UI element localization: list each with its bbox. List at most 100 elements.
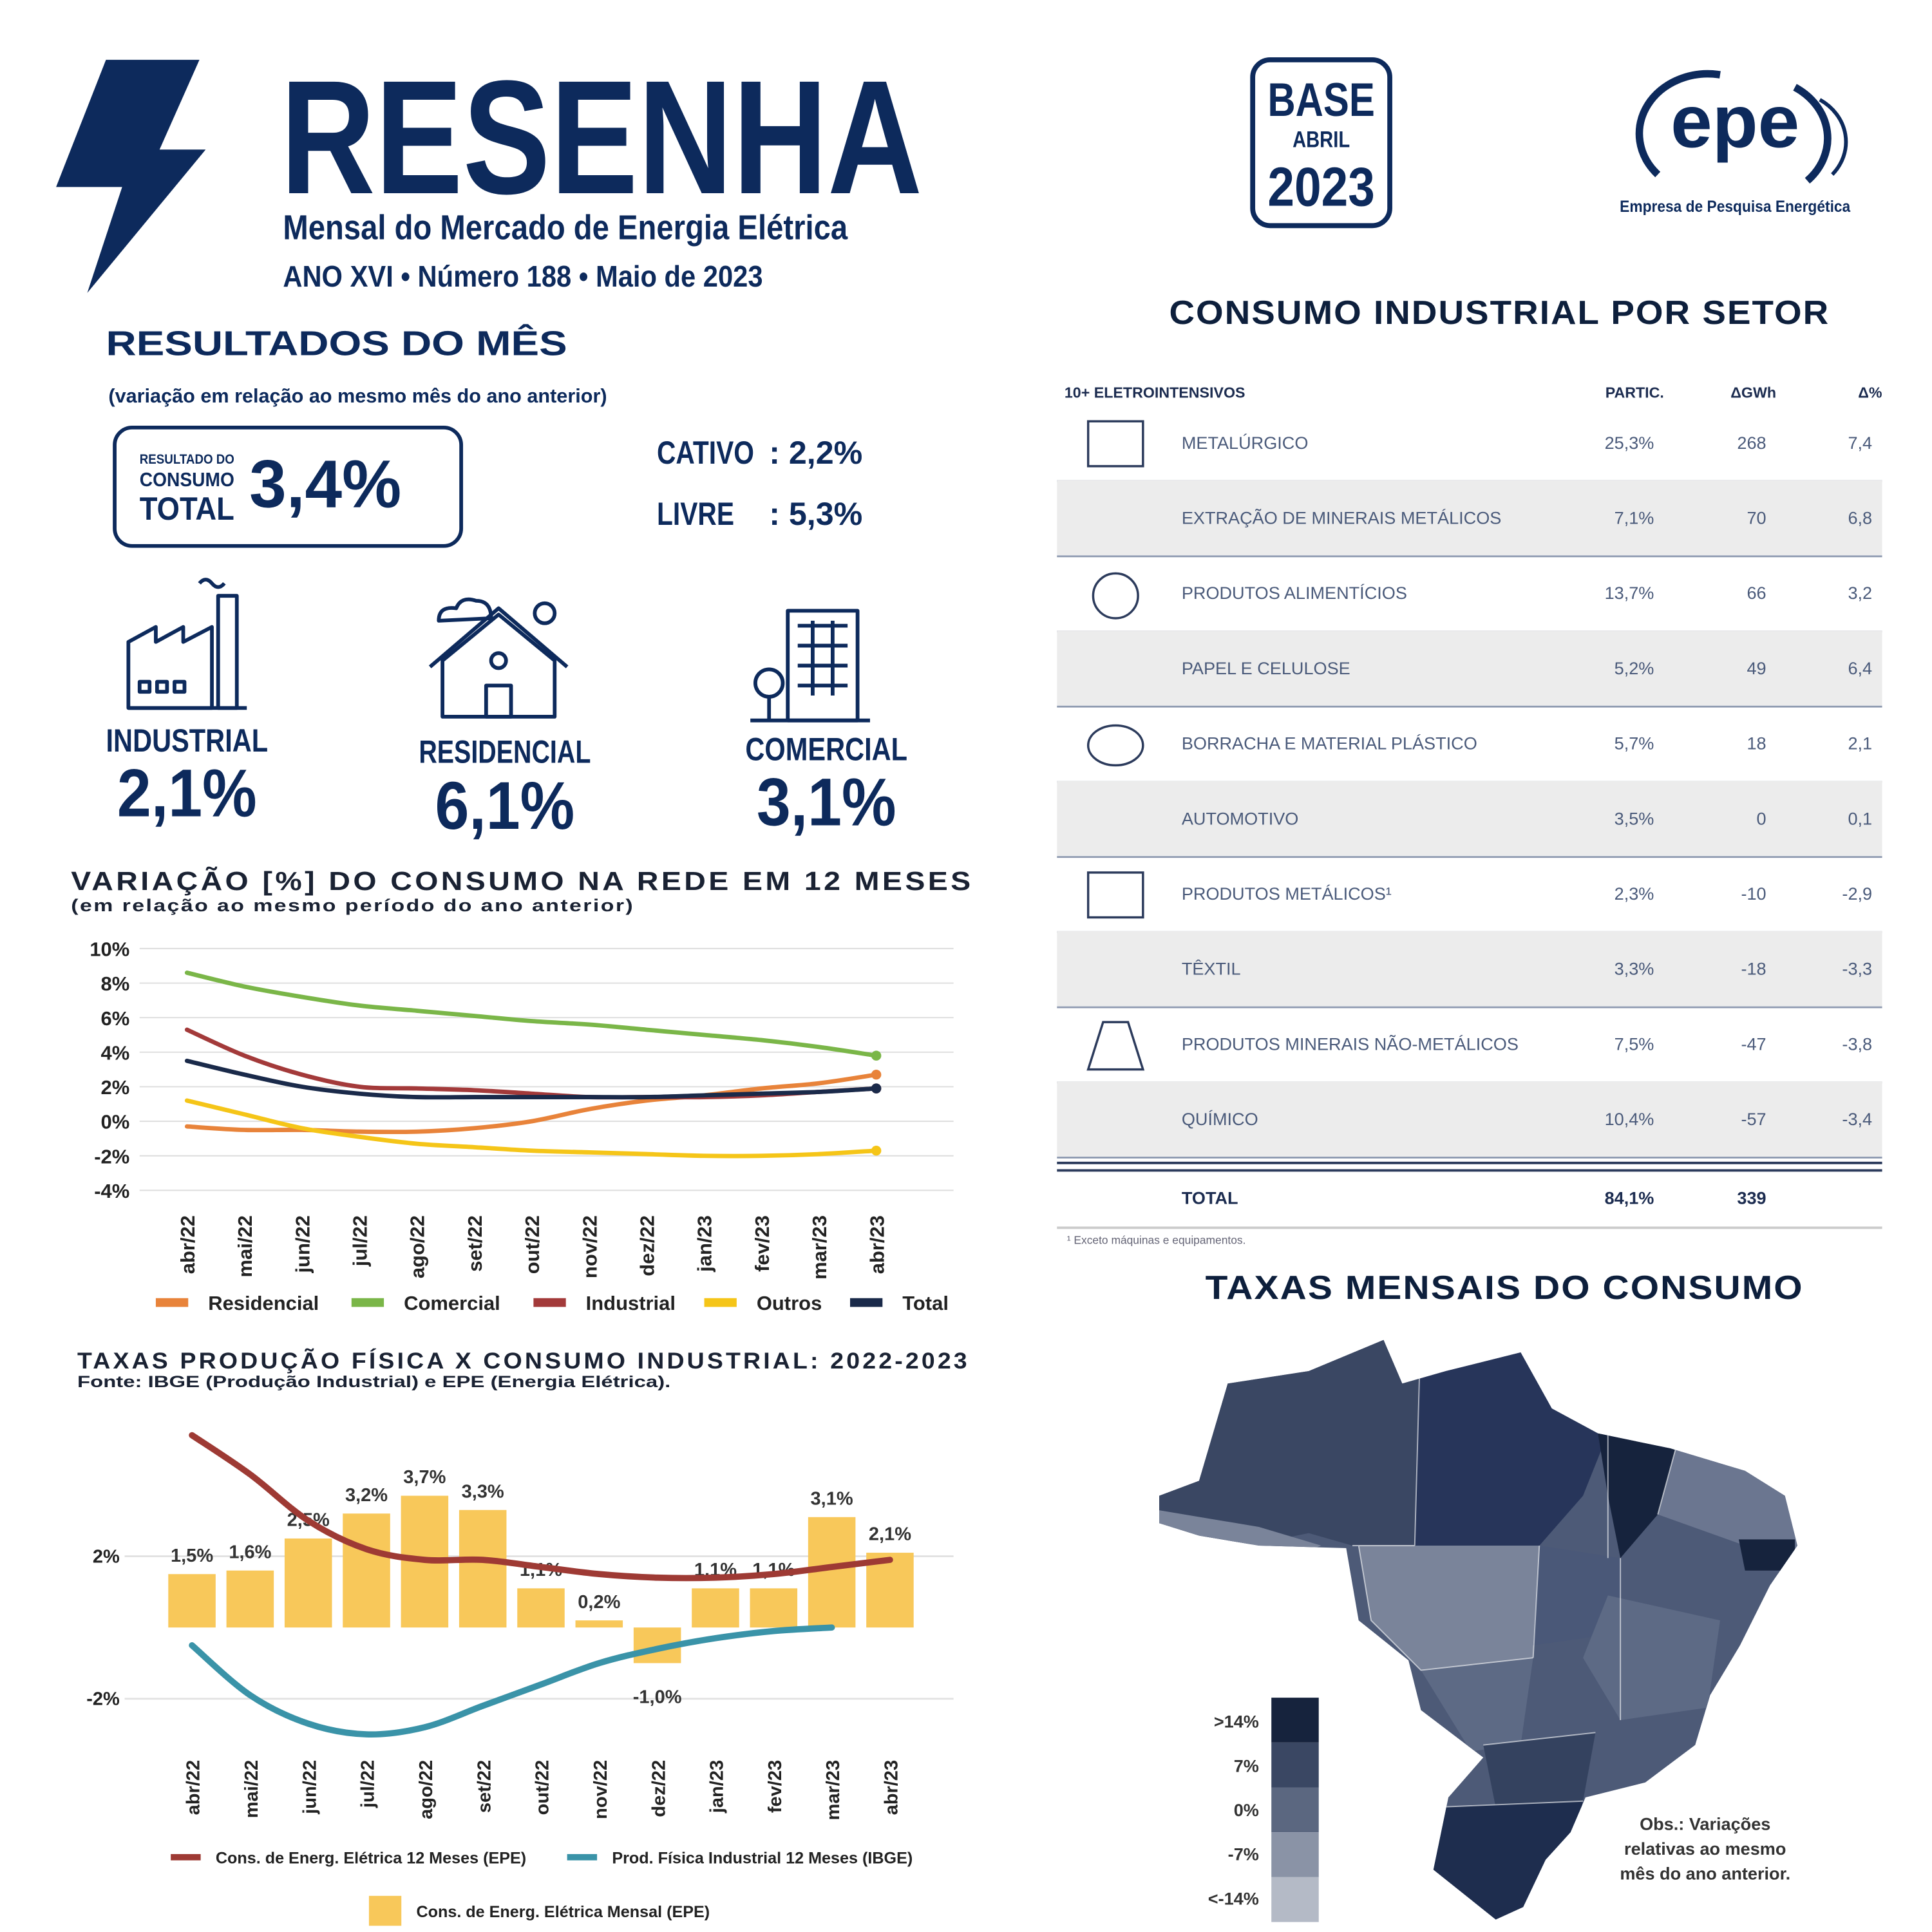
map-note: relativas ao mesmo [1624, 1839, 1786, 1859]
y-tick-label: 8% [101, 972, 130, 995]
legend-label: Total [902, 1292, 949, 1314]
bar [459, 1510, 507, 1628]
row-band [1057, 1081, 1882, 1157]
chart-title: TAXAS PRODUÇÃO FÍSICA X CONSUMO INDUSTRI… [77, 1348, 970, 1374]
y-tick-label: -2% [94, 1145, 129, 1168]
market-label: LIVRE [657, 495, 734, 532]
legend-label: 0% [1234, 1800, 1259, 1820]
table-cell: 0 [1757, 808, 1766, 828]
map-note: Obs.: Variações [1640, 1814, 1770, 1833]
x-tick-label: nov/22 [578, 1215, 601, 1278]
series-line [184, 971, 879, 1058]
bar [866, 1553, 914, 1628]
table-cell: 18 [1747, 734, 1766, 753]
y-tick-label: 6% [101, 1007, 130, 1030]
bar [808, 1517, 856, 1628]
value-label: 1,5% [171, 1546, 213, 1566]
badge-frame [1250, 57, 1392, 229]
table-cell: 3,3% [1615, 959, 1654, 979]
legend-label: Residencial [208, 1292, 319, 1314]
x-tick-label: abr/23 [866, 1215, 888, 1274]
legend-swatch [1271, 1698, 1319, 1743]
row-band [1057, 781, 1882, 856]
total-box [113, 425, 464, 548]
x-tick-label: ago/22 [406, 1215, 429, 1278]
x-tick-label: jan/23 [694, 1215, 716, 1273]
table-cell: 268 [1737, 433, 1766, 453]
badge-text: BASE [1267, 73, 1374, 126]
chart-subtitle: Fonte: IBGE (Produção Industrial) e EPE … [77, 1373, 670, 1391]
series-line [189, 1432, 893, 1582]
table-cell: 2,1 [1848, 734, 1872, 753]
table-cell: METALÚRGICO [1182, 433, 1309, 453]
edition: ANO XVI • Número 188 • Maio de 2023 [283, 260, 762, 293]
x-tick-label: mar/23 [808, 1215, 831, 1280]
x-tick-label: mai/22 [242, 1760, 262, 1818]
x-tick-label: dez/22 [636, 1215, 658, 1276]
x-tick-label: dez/22 [649, 1760, 669, 1817]
legend-label: 7% [1234, 1756, 1259, 1776]
legend-label: >14% [1214, 1712, 1259, 1732]
table-cell: -10 [1741, 884, 1766, 904]
bar [168, 1574, 216, 1628]
x-tick-label: jul/22 [349, 1215, 372, 1267]
y-tick-label: 4% [101, 1041, 130, 1064]
sector-label: INDUSTRIAL [106, 722, 269, 759]
table-cell: TÊXTIL [1182, 959, 1241, 979]
table-cell: -47 [1741, 1034, 1766, 1054]
legend-swatch [1271, 1787, 1319, 1833]
table-cell: AUTOMOTIVO [1182, 808, 1299, 828]
total-cell: 84,1% [1605, 1188, 1654, 1208]
bar [284, 1538, 332, 1628]
table-cell: -3,4 [1842, 1109, 1872, 1129]
table-cell: 49 [1747, 658, 1766, 678]
row-band [1057, 931, 1882, 1007]
series-line [184, 1098, 879, 1159]
legend-label: -7% [1228, 1844, 1259, 1864]
legend-swatch [1271, 1742, 1319, 1788]
total-label: CONSUMO [140, 468, 234, 491]
legend-swatch [1271, 1832, 1319, 1877]
sector-label: RESIDENCIAL [419, 734, 591, 770]
table-cell: 13,7% [1605, 583, 1654, 603]
legend-label: Industrial [586, 1292, 676, 1314]
table-cell: 5,7% [1615, 734, 1654, 753]
x-tick-label: set/22 [474, 1760, 495, 1813]
table-cell: PRODUTOS ALIMENTÍCIOS [1182, 583, 1407, 603]
total-label: TOTAL [140, 490, 234, 527]
total-cell: TOTAL [1182, 1188, 1238, 1208]
legend-label: <-14% [1208, 1888, 1259, 1908]
legend-label: Cons. de Energ. Elétrica 12 Meses (EPE) [216, 1850, 526, 1868]
table-cell: 2,3% [1615, 884, 1654, 904]
table-cell: 66 [1747, 583, 1766, 603]
bolt-icon [56, 59, 206, 293]
market-value: : 5,3% [769, 495, 862, 532]
total-value: 3,4% [249, 447, 401, 522]
end-dot [871, 1050, 882, 1061]
table-cell: PRODUTOS METÁLICOS¹ [1182, 884, 1392, 904]
table-cell: 5,2% [1615, 658, 1654, 678]
x-tick-label: set/22 [464, 1215, 486, 1272]
subtitle: Mensal do Mercado de Energia Elétrica [283, 209, 848, 247]
table-cell: 0,1 [1848, 808, 1872, 828]
table-cell: QUÍMICO [1182, 1109, 1258, 1129]
table-cell: 70 [1747, 507, 1766, 527]
bar [517, 1588, 565, 1628]
y-tick-label: 2% [101, 1076, 130, 1099]
chart-subtitle: (em relação ao mesmo período do ano ante… [71, 895, 634, 915]
x-tick-label: jul/22 [358, 1760, 379, 1808]
x-tick-label: out/22 [521, 1215, 544, 1274]
legend-swatch [1271, 1877, 1319, 1922]
table-cell: 3,2 [1848, 583, 1872, 603]
y-tick-label: 10% [90, 938, 129, 961]
bar [575, 1620, 623, 1628]
table-cell: -3,3 [1842, 959, 1872, 979]
table-cell: EXTRAÇÃO DE MINERAIS METÁLICOS [1182, 507, 1502, 527]
table-header: Δ% [1858, 384, 1882, 401]
table-cell: 6,8 [1848, 507, 1872, 527]
y-tick-label: -2% [86, 1689, 120, 1709]
sector-value: 2,1% [117, 756, 257, 831]
legend-label: Cons. de Energ. Elétrica Mensal (EPE) [416, 1903, 710, 1921]
sector-value: 3,1% [757, 764, 896, 840]
